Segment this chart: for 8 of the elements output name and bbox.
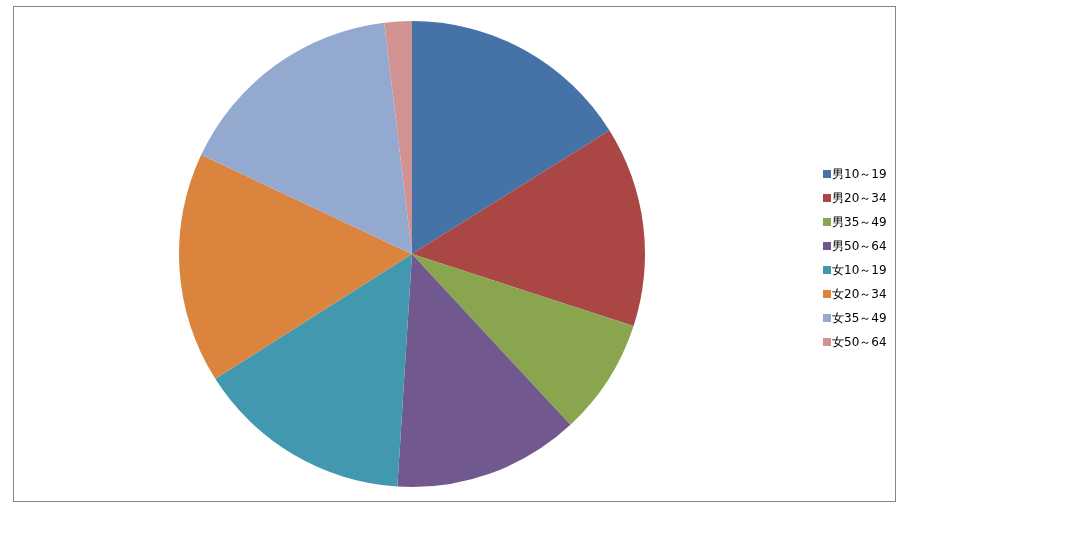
legend-label: 女35～49 xyxy=(832,311,887,325)
legend-label: 男50～64 xyxy=(832,239,887,253)
legend-label: 男35～49 xyxy=(832,215,887,229)
legend-label: 男20～34 xyxy=(832,191,887,205)
legend-label: 男10～19 xyxy=(832,167,887,181)
legend-label: 女20～34 xyxy=(832,287,887,301)
legend-label: 女50～64 xyxy=(832,335,887,349)
legend-label: 女10～19 xyxy=(832,263,887,277)
